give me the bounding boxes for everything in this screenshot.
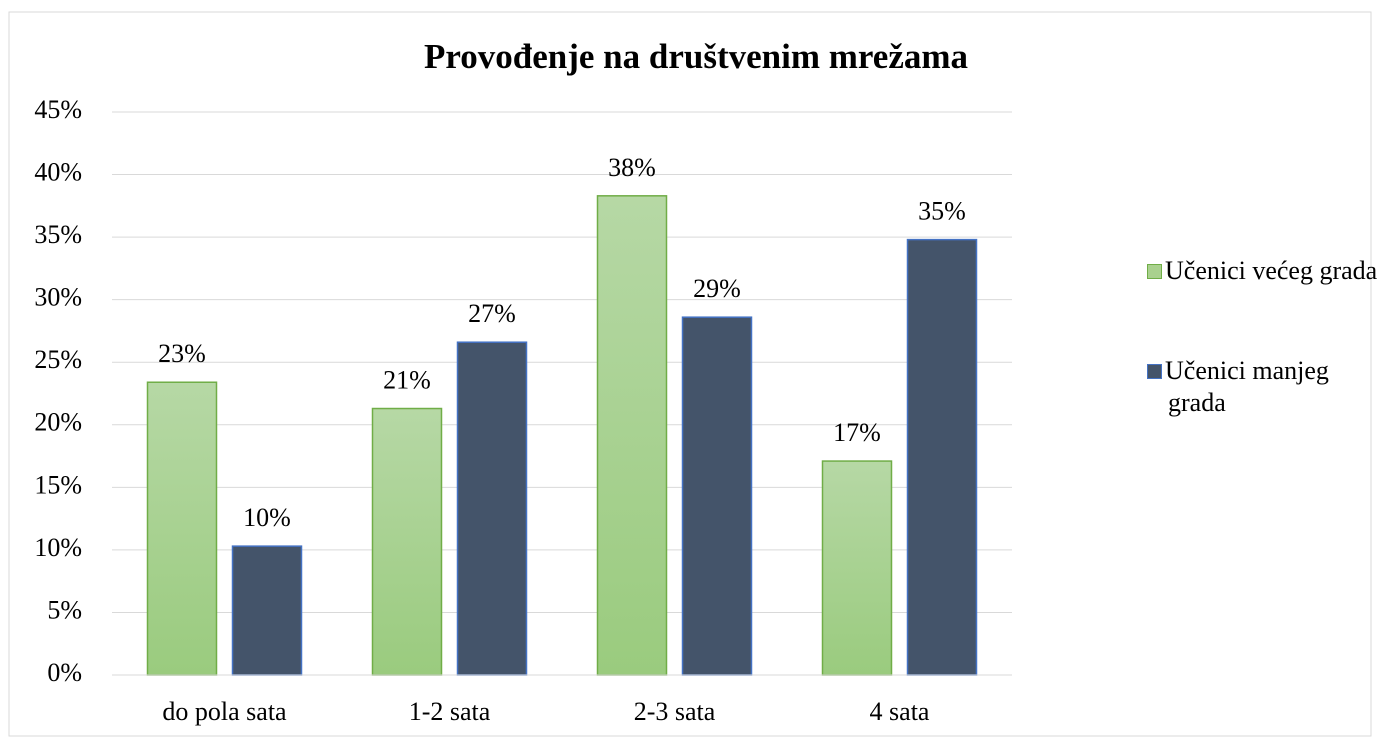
x-tick-label: 4 sata [870,697,930,726]
value-label: 17% [833,418,881,447]
bar [456,341,528,676]
x-tick-label: do pola sata [162,697,287,726]
value-label: 29% [693,274,741,303]
y-tick-label: 30% [34,283,82,312]
y-tick-label: 45% [34,95,82,124]
value-label: 38% [608,153,656,182]
bar [371,407,443,676]
y-tick-label: 0% [47,658,82,687]
y-tick-label: 35% [34,220,82,249]
bar [146,381,218,676]
y-tick-label: 10% [34,533,82,562]
legend-label: Učenici manjeg grada [1165,356,1329,417]
bar [681,316,753,676]
legend-item: Učenici većeg grada [1147,255,1378,287]
legend-swatch [1147,364,1162,379]
chart-border [8,11,1372,737]
x-tick-label: 1-2 sata [409,697,491,726]
y-tick-label: 25% [34,345,82,374]
bar [596,195,668,676]
legend-label: Učenici većeg grada [1165,256,1378,285]
y-tick-label: 5% [47,595,82,624]
bar [821,460,893,676]
y-tick-label: 15% [34,470,82,499]
value-label: 35% [918,197,966,226]
y-tick-label: 40% [34,158,82,187]
legend-swatch [1147,264,1162,279]
chart-title: Provođenje na društvenim mrežama [424,37,968,76]
legend-item: Učenici manjeg grada [1147,355,1378,419]
bar [906,238,978,676]
y-tick-label: 20% [34,408,82,437]
value-label: 21% [383,365,431,394]
x-tick-label: 2-3 sata [634,697,716,726]
value-label: 23% [158,339,206,368]
bar [231,545,303,676]
value-label: 10% [243,503,291,532]
value-label: 27% [468,299,516,328]
